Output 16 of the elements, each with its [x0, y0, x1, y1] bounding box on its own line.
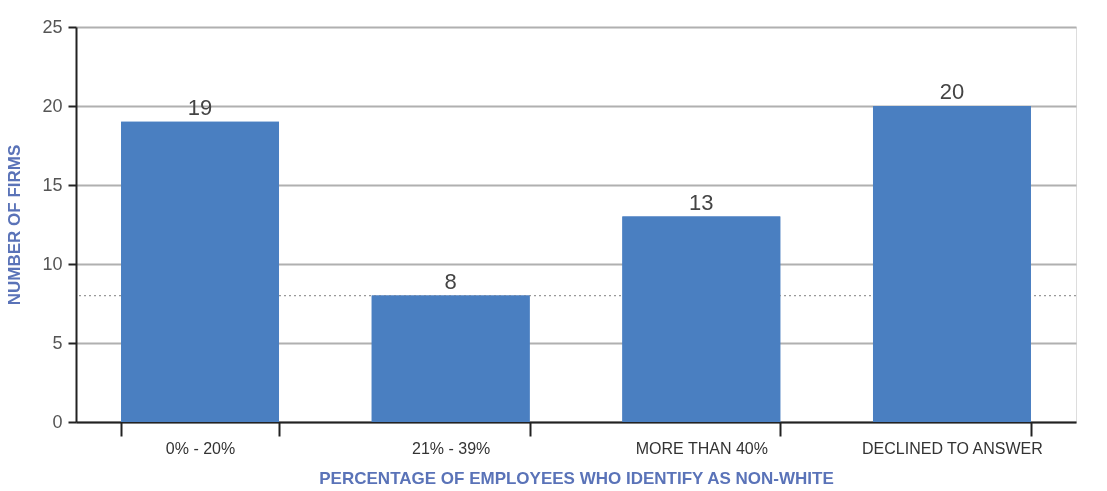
y-tick-label: 15	[42, 174, 63, 195]
x-tick-label: DECLINED TO ANSWER	[862, 439, 1043, 457]
y-tick-label: 20	[42, 95, 63, 116]
x-tick-label: MORE THAN 40%	[635, 439, 768, 457]
data-label: 8	[444, 268, 457, 294]
data-label: 19	[187, 94, 213, 120]
y-axis-title: NUMBER OF FIRMS	[5, 144, 25, 306]
data-label: 13	[689, 189, 714, 215]
x-tick-label: 21% - 39%	[412, 439, 491, 457]
y-tick-label: 25	[42, 16, 63, 37]
x-tick-label: 0% - 20%	[165, 439, 236, 457]
y-tick-label: 5	[52, 332, 63, 353]
y-tick-label: 10	[42, 253, 63, 274]
y-tick-label: 0	[52, 411, 63, 432]
data-label: 20	[939, 79, 965, 104]
x-axis-title: PERCENTAGE OF EMPLOYEES WHO IDENTIFY AS NON-WHITE	[319, 468, 834, 488]
